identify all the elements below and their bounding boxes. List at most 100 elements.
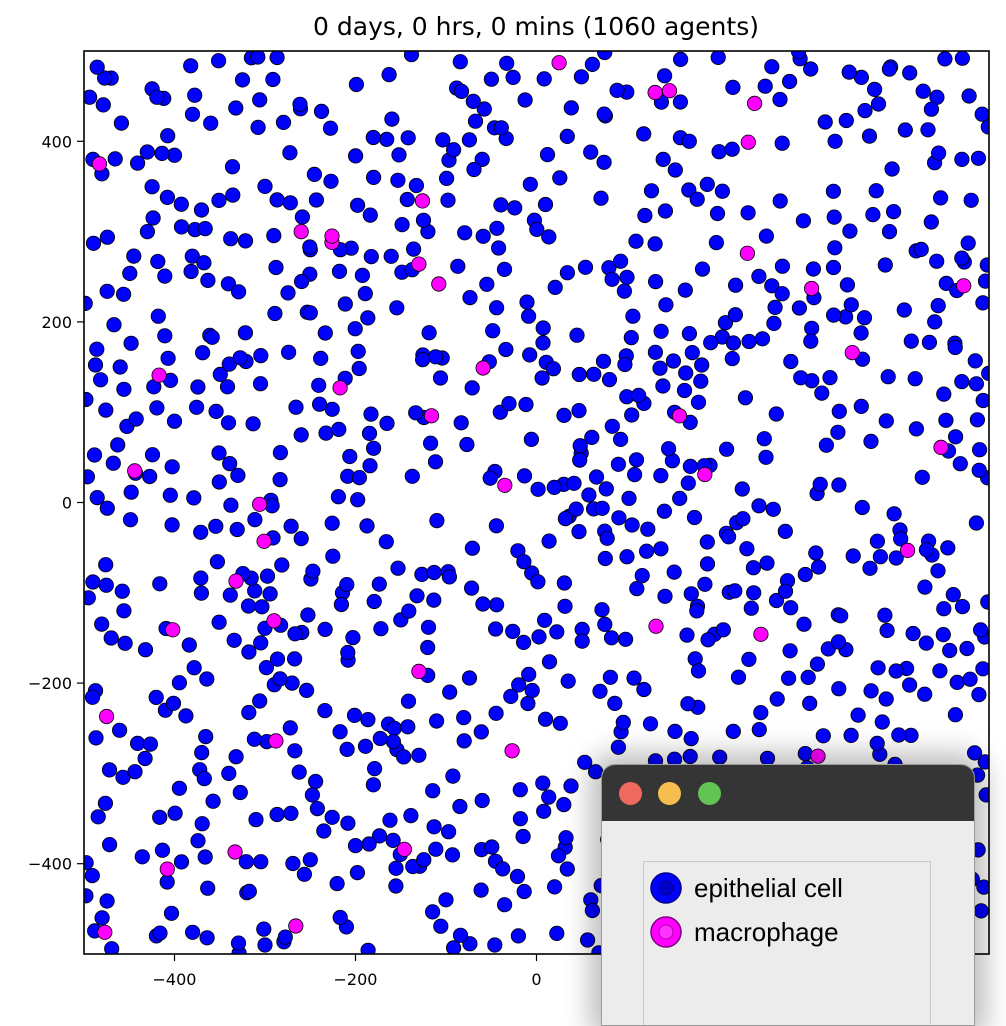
epithelial-cell-point [870,660,886,676]
epithelial-cell-point [601,371,618,388]
epithelial-cell-point [165,695,182,711]
epithelial-cell-point [559,128,575,144]
epithelial-cell-point [363,406,379,422]
epithelial-cell-point [385,733,401,750]
epithelial-cell-point [241,704,257,721]
epithelial-cell-point [942,642,958,659]
epithelial-cell-point [936,386,952,402]
macrophage-point [414,193,431,209]
x-tick-label: 0 [531,970,541,989]
macrophage-point [266,613,282,629]
epithelial-cell-point [534,370,550,386]
epithelial-cell-point [283,518,299,534]
epithelial-cell-point [211,614,227,630]
epithelial-cell-point [521,666,537,683]
epithelial-cell-point [683,586,699,602]
epithelial-cell-point [228,100,244,116]
epithelial-cell-point [99,893,115,909]
epithelial-cell-point [223,231,239,247]
epithelial-cell-point [302,852,318,868]
epithelial-cell-point [583,144,599,160]
epithelial-cell-point [756,431,772,447]
epithelial-cell-point [254,599,270,615]
epithelial-cell-point [594,602,610,618]
legend-window[interactable]: epithelial cell macrophage [601,764,975,1026]
epithelial-cell-point [199,671,215,687]
epithelial-cell-point [541,229,557,245]
epithelial-cell-point [193,524,209,540]
epithelial-cell-point [205,793,221,809]
legend-entry-macrophage: macrophage [650,914,839,950]
epithelial-cell-point [665,353,682,369]
epithelial-cell-point [556,575,573,591]
epithelial-cell-point [621,490,637,506]
maximize-button[interactable] [698,782,721,805]
window-titlebar[interactable] [602,765,974,821]
epithelial-cell-point [617,631,634,647]
epithelial-cell-point [391,147,407,163]
epithelial-cell-point [877,257,893,273]
minimize-button[interactable] [658,782,681,805]
epithelial-cell-point [351,360,367,377]
epithelial-cell-point [400,693,417,709]
epithelial-cell-point [938,275,954,291]
epithelial-cell-point [804,320,820,336]
epithelial-cell-point [286,651,303,667]
epithelial-cell-point [767,299,783,315]
epithelial-cell-point [288,399,304,415]
epithelial-cell-point [505,69,521,86]
epithelial-cell-point [657,588,673,604]
epithelial-cell-point [463,580,480,596]
epithelial-cell-point [427,454,444,470]
epithelial-cell-point [280,285,296,301]
epithelial-cell-point [557,510,574,527]
epithelial-cell-point [453,415,469,431]
epithelial-cell-point [287,626,303,642]
epithelial-cell-point [724,350,740,367]
epithelial-cell-point [246,731,262,747]
epithelial-cell-point [442,684,458,700]
epithelial-cell-point [856,310,873,326]
epithelial-cell-point [602,669,619,685]
epithelial-cell-point [917,579,933,595]
epithelial-cell-point [360,942,376,954]
epithelial-cell-point [361,836,377,852]
epithelial-cell-point [638,543,655,559]
epithelial-cell-point [366,593,382,610]
epithelial-cell-point [535,335,551,351]
epithelial-cell-point [689,191,705,207]
epithelial-cell-point [440,192,456,208]
epithelial-cell-point [741,333,757,350]
epithelial-cell-point [624,407,640,423]
epithelial-cell-point [795,213,812,229]
epithelial-cell-point [903,333,919,349]
epithelial-cell-point [304,787,320,803]
epithelial-cell-point [389,300,405,316]
epithelial-cell-point [345,629,361,646]
close-button[interactable] [619,782,642,805]
epithelial-cell-point [969,412,986,428]
epithelial-cell-point [573,69,590,85]
epithelial-cell-point [878,413,894,429]
epithelial-cell-point [509,868,526,885]
epithelial-cell-point [868,183,884,199]
epithelial-cell-point [512,811,529,827]
epithelial-cell-point [311,377,327,393]
epithelial-cell-point [495,861,511,877]
epithelial-cell-point [628,452,645,468]
epithelial-cell-point [636,681,652,698]
epithelial-cell-point [518,396,534,413]
epithelial-cell-point [863,683,879,699]
epithelial-cell-point [357,285,373,302]
epithelial-cell-point [861,128,878,144]
epithelial-cell-point [114,583,130,599]
epithelial-cell-point [869,735,885,752]
epithelial-cell-point [572,452,588,468]
epithelial-cell-point [545,361,562,377]
macrophage-point [256,533,272,549]
epithelial-cell-point [831,403,847,419]
epithelial-cell-point [626,466,643,483]
epithelial-cell-point [568,501,584,517]
epithelial-cell-point [360,310,376,326]
epithelial-cell-point [932,190,949,206]
